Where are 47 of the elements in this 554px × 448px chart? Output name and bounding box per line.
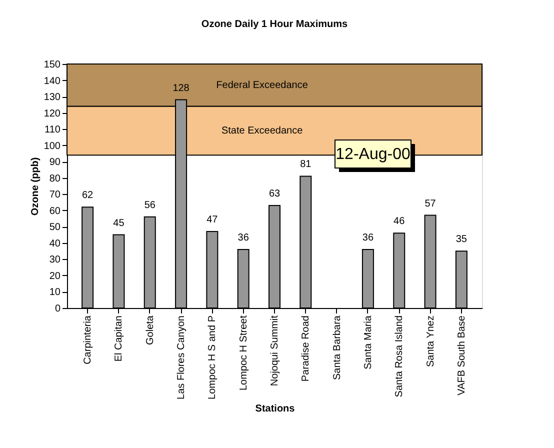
y-tick-label: 140 — [44, 76, 61, 87]
x-tick-label: Santa Rosa Island — [394, 316, 406, 398]
band-label: Federal Exceedance — [216, 80, 308, 92]
x-tick-label: El Capitan — [114, 316, 125, 362]
chart-title: Ozone Daily 1 Hour Maximums — [201, 19, 348, 30]
band-label: State Exceedance — [221, 126, 304, 137]
x-tick-label: Carpinteria — [82, 315, 94, 364]
y-tick-label: 20 — [49, 270, 61, 282]
y-tick-label: 100 — [44, 140, 61, 152]
data-label: 46 — [394, 216, 406, 228]
y-tick-label: 120 — [44, 108, 61, 120]
y-tick-label: 130 — [44, 92, 61, 104]
data-label: 45 — [113, 218, 125, 229]
x-tick-label: Las Flores Canyon — [176, 316, 188, 400]
x-axis-title: Stations — [255, 403, 296, 414]
x-tick-label: Nojoqui Summit — [270, 315, 280, 386]
data-label: 56 — [144, 200, 156, 211]
y-tick-label: 40 — [49, 238, 61, 250]
data-label: 36 — [238, 232, 250, 244]
x-tick-label: Santa Ynez — [425, 316, 436, 368]
y-tick-label: 50 — [49, 222, 61, 234]
x-tick-label: Paradise Road — [300, 316, 312, 382]
data-label: 63 — [268, 188, 280, 200]
data-label: 81 — [300, 159, 312, 170]
data-label: 47 — [206, 214, 218, 226]
x-tick-label: Goleta — [144, 315, 156, 345]
x-tick-label: Lompoc H Street — [238, 315, 250, 391]
annotation: 12-Aug-00 — [336, 146, 410, 163]
x-tick-label: Lompoc H S and P — [207, 315, 218, 400]
data-label: 57 — [424, 198, 436, 210]
y-tick-label: 10 — [49, 287, 61, 298]
data-label: 62 — [82, 190, 94, 202]
y-tick-label: 110 — [44, 124, 61, 136]
y-tick-label: 30 — [49, 254, 61, 266]
y-axis-title: Ozone (ppb) — [30, 157, 41, 216]
y-tick-label: 60 — [49, 206, 61, 217]
y-tick-label: 70 — [49, 190, 61, 201]
y-tick-label: 150 — [44, 60, 61, 70]
x-tick-label: Santa Barbara — [332, 315, 343, 380]
data-label: 36 — [362, 232, 374, 244]
x-tick-label: VAFB South Base — [456, 315, 468, 396]
data-label: 35 — [456, 234, 468, 246]
data-label: 128 — [172, 82, 190, 94]
y-tick-label: 90 — [49, 157, 61, 168]
x-tick-label: Santa Maria — [362, 315, 374, 370]
y-tick-label: 80 — [49, 173, 61, 184]
y-tick-label: 0 — [54, 304, 61, 314]
